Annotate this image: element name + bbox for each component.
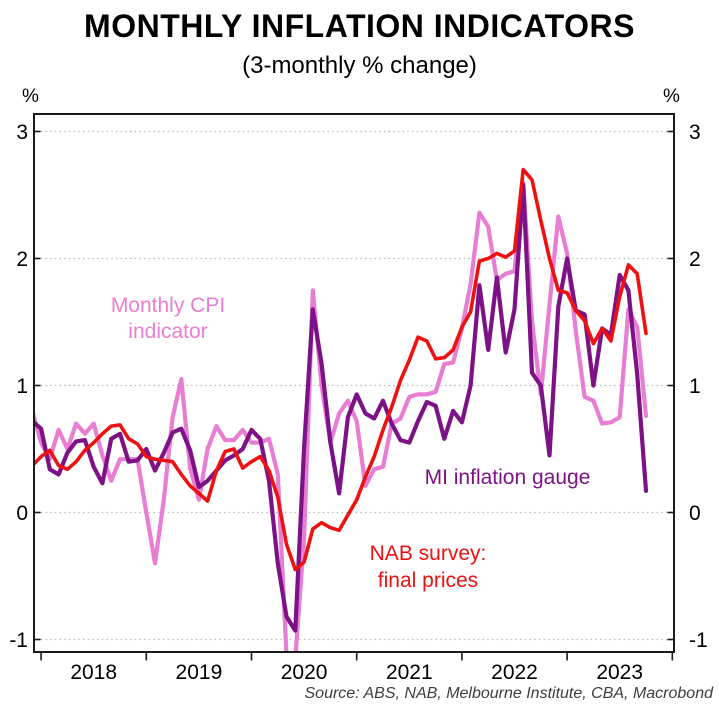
y-axis-tick-label-right: 0 — [689, 502, 701, 525]
y-axis-tick-label-left: 1 — [16, 375, 28, 398]
y-axis-tick-label-right: 1 — [689, 375, 701, 398]
chart-title: MONTHLY INFLATION INDICATORS — [84, 8, 635, 44]
x-axis-year-label: 2019 — [176, 661, 223, 684]
series-label-line: NAB survey: — [369, 542, 487, 565]
y-axis-tick-label-left: 3 — [16, 121, 28, 144]
y-axis-tick-label-left: 0 — [16, 502, 28, 525]
series-line-nab-final-prices — [34, 167, 648, 572]
plot-frame — [33, 113, 675, 653]
x-axis-year-label: 2022 — [491, 661, 538, 684]
x-axis-year-label: 2021 — [386, 661, 433, 684]
series-label-nab-survey: NAB survey: final prices — [338, 540, 518, 594]
series-label-mi-gauge: MI inflation gauge — [390, 465, 625, 491]
y-axis-tick-label-left: 2 — [16, 248, 28, 271]
series-line-mi-gauge — [34, 182, 649, 633]
y-axis-tick-label-right: 2 — [689, 248, 701, 271]
series-label-line: final prices — [377, 569, 479, 592]
series-label-monthly-cpi: Monthly CPI indicator — [68, 293, 268, 345]
x-axis-year-label: 2018 — [70, 661, 117, 684]
y-axis-tick-label-right: -1 — [689, 629, 708, 652]
series-group — [34, 167, 649, 652]
x-axis-year-label: 2020 — [281, 661, 328, 684]
y-axis-tick-label-left: -1 — [9, 629, 28, 652]
series-label-line: MI inflation gauge — [424, 466, 591, 489]
x-axis-year-label: 2023 — [596, 661, 643, 684]
y-axis-unit-right: % — [663, 86, 680, 107]
series-label-line: indicator — [128, 320, 208, 343]
y-axis-tick-label-right: 3 — [689, 121, 701, 144]
source-note: Source: ABS, NAB, Melbourne Institute, C… — [304, 685, 714, 702]
series-label-line: Monthly CPI — [110, 294, 226, 317]
y-axis-unit-left: % — [22, 86, 39, 107]
chart-subtitle: (3-monthly % change) — [242, 52, 477, 79]
